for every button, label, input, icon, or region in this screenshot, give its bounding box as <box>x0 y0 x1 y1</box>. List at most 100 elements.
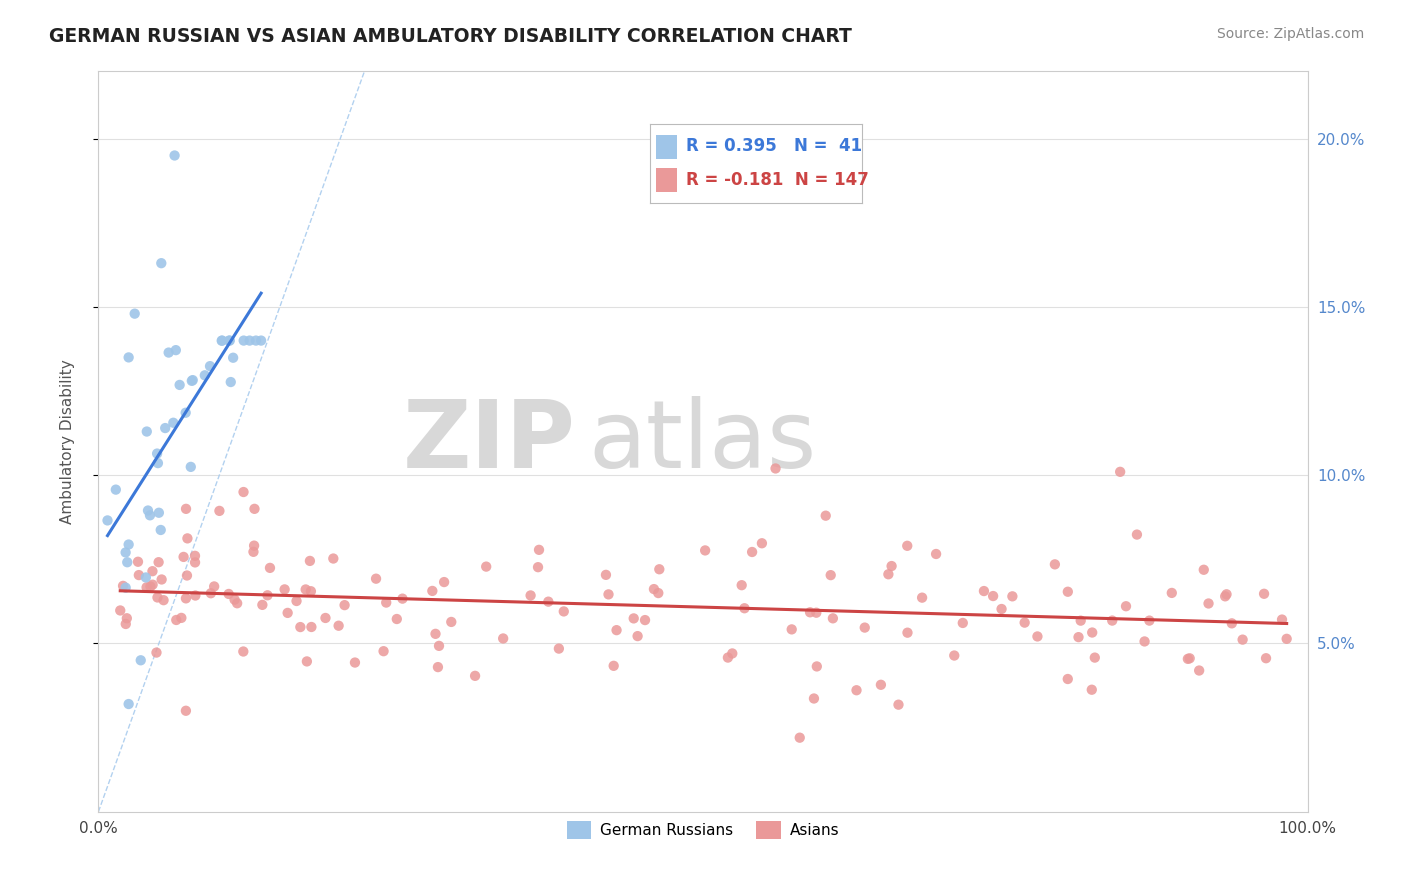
Asians <box>328 618 350 632</box>
Bar <box>657 136 678 159</box>
Asians <box>165 613 187 627</box>
Asians <box>1198 597 1220 611</box>
Asians <box>174 591 197 606</box>
Asians <box>427 639 450 653</box>
Asians <box>1109 465 1132 479</box>
Asians <box>256 588 278 602</box>
Asians <box>114 617 136 632</box>
Asians <box>145 646 167 660</box>
Asians <box>845 683 868 698</box>
Asians <box>146 591 169 605</box>
Asians <box>170 611 193 625</box>
Asians <box>877 567 900 582</box>
Asians <box>806 606 828 620</box>
Asians <box>139 580 162 594</box>
Asians <box>1271 613 1294 627</box>
Asians <box>952 615 974 630</box>
Asians <box>148 555 170 569</box>
Asians <box>1177 652 1199 666</box>
Asians <box>242 545 264 559</box>
Asians <box>595 567 617 582</box>
Asians <box>1232 632 1254 647</box>
Asians <box>252 598 274 612</box>
Asians <box>202 579 225 593</box>
Asians <box>731 578 754 592</box>
German Russians <box>118 351 141 365</box>
Asians <box>821 611 844 625</box>
Asians <box>1081 682 1104 697</box>
Asians <box>780 623 803 637</box>
Asians <box>733 601 755 615</box>
Asians <box>142 577 165 591</box>
German Russians <box>198 359 221 373</box>
German Russians <box>118 697 141 711</box>
German Russians <box>163 148 186 162</box>
Asians <box>1213 590 1236 604</box>
Asians <box>128 568 150 582</box>
German Russians <box>117 555 139 569</box>
Asians <box>721 647 744 661</box>
German Russians <box>136 503 159 517</box>
Asians <box>765 461 787 475</box>
Asians <box>853 621 876 635</box>
Asians <box>299 620 322 634</box>
Asians <box>1254 651 1277 665</box>
Asians <box>364 572 387 586</box>
Asians <box>299 584 322 599</box>
Asians <box>1215 587 1237 601</box>
Asians <box>1188 664 1211 678</box>
Asians <box>200 586 222 600</box>
German Russians <box>157 345 180 359</box>
Asians <box>290 620 312 634</box>
Asians <box>519 589 541 603</box>
Asians <box>1001 590 1024 604</box>
Legend: German Russians, Asians: German Russians, Asians <box>561 815 845 845</box>
Asians <box>224 592 246 607</box>
Asians <box>1160 586 1182 600</box>
Asians <box>333 598 356 612</box>
Asians <box>425 627 447 641</box>
Asians <box>880 559 903 574</box>
Asians <box>537 595 560 609</box>
Asians <box>896 539 918 553</box>
Asians <box>1133 634 1156 648</box>
Asians <box>343 656 366 670</box>
German Russians <box>114 545 136 559</box>
Asians <box>1192 563 1215 577</box>
Asians <box>294 582 316 597</box>
Asians <box>602 658 624 673</box>
Asians <box>751 536 773 550</box>
German Russians <box>104 483 127 497</box>
Asians <box>422 583 444 598</box>
German Russians <box>245 334 267 348</box>
Asians <box>440 615 463 629</box>
Asians <box>648 562 671 576</box>
Asians <box>911 591 934 605</box>
Asians <box>243 501 266 516</box>
Asians <box>799 605 821 619</box>
Asians <box>475 559 498 574</box>
Asians <box>1081 625 1104 640</box>
Asians <box>391 591 413 606</box>
Asians <box>1101 614 1123 628</box>
German Russians <box>218 334 240 348</box>
Asians <box>135 580 157 594</box>
Asians <box>981 589 1004 603</box>
Text: GERMAN RUSSIAN VS ASIAN AMBULATORY DISABILITY CORRELATION CHART: GERMAN RUSSIAN VS ASIAN AMBULATORY DISAB… <box>49 27 852 45</box>
Asians <box>887 698 910 712</box>
Y-axis label: Ambulatory Disability: Ambulatory Disability <box>60 359 75 524</box>
Asians <box>1084 650 1107 665</box>
Asians <box>208 504 231 518</box>
German Russians <box>174 406 197 420</box>
German Russians <box>180 459 202 474</box>
Asians <box>277 606 299 620</box>
Asians <box>173 549 195 564</box>
Asians <box>176 532 198 546</box>
Asians <box>232 485 254 500</box>
Text: R = -0.181  N = 147: R = -0.181 N = 147 <box>686 171 869 189</box>
Asians <box>112 579 135 593</box>
German Russians <box>150 256 173 270</box>
Asians <box>174 704 197 718</box>
Asians <box>1056 672 1078 686</box>
German Russians <box>149 523 172 537</box>
